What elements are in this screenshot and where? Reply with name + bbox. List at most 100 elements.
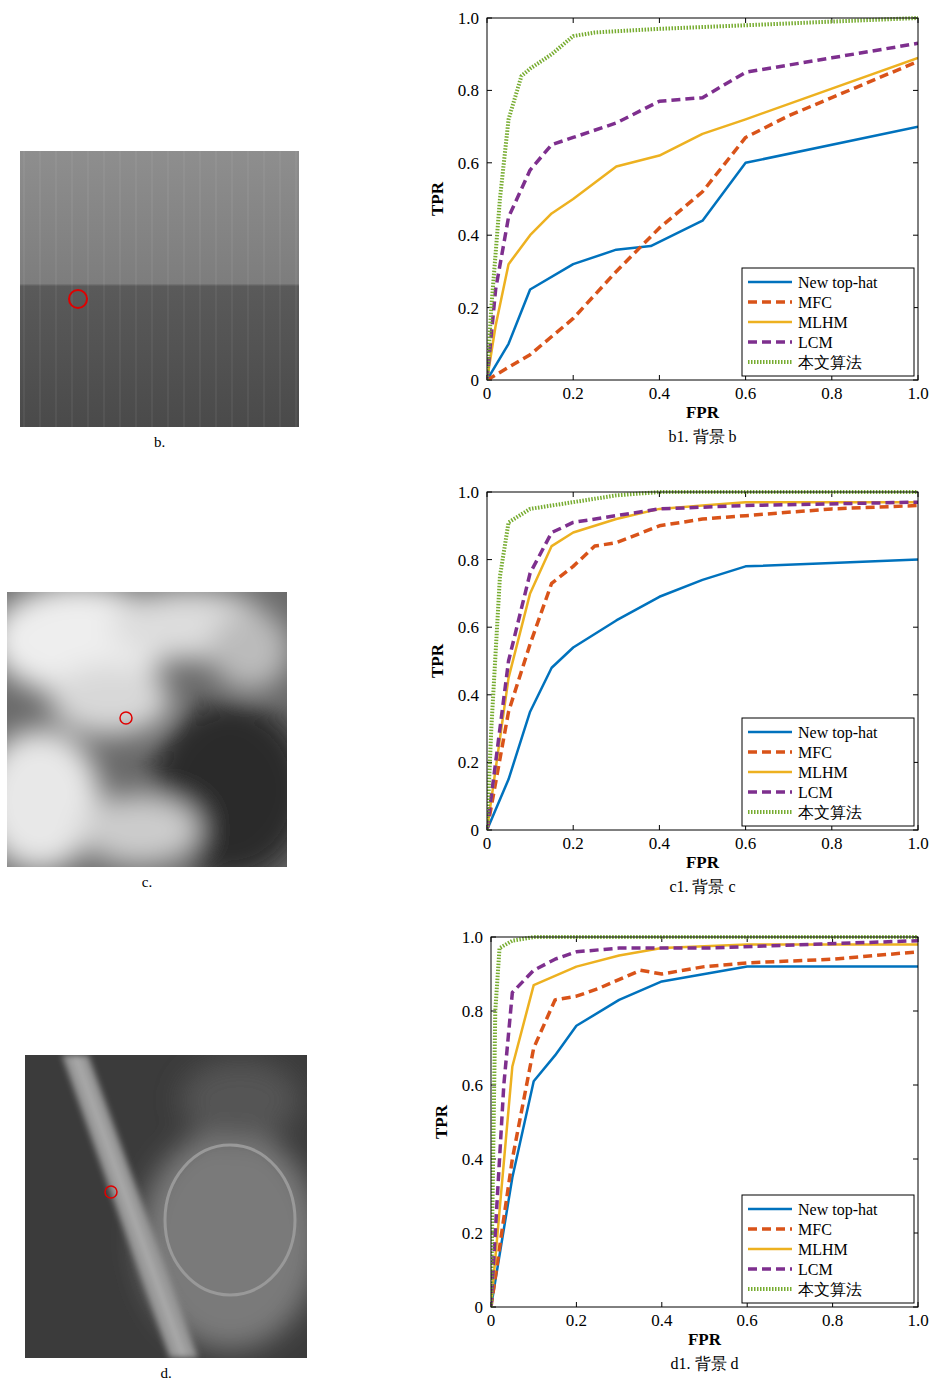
x-tick-label: 0.8 bbox=[821, 834, 842, 853]
stripe bbox=[167, 151, 169, 427]
image bbox=[25, 1055, 307, 1358]
image-caption: d. bbox=[160, 1365, 171, 1381]
stripe bbox=[231, 151, 233, 427]
y-tick bbox=[913, 1159, 918, 1160]
stripe bbox=[151, 151, 153, 427]
series-line bbox=[487, 58, 918, 380]
legend: New top-hatMFCMLHMLCM本文算法 bbox=[742, 718, 914, 826]
image bbox=[7, 592, 287, 867]
y-tick-label: 0.8 bbox=[458, 551, 479, 570]
y-tick bbox=[913, 90, 918, 91]
x-tick bbox=[573, 375, 574, 380]
cloud bbox=[210, 610, 287, 690]
series-line bbox=[491, 941, 918, 1307]
legend-label: LCM bbox=[798, 784, 833, 801]
field bbox=[180, 1060, 300, 1140]
x-tick bbox=[745, 18, 746, 23]
x-tick-label: 0.4 bbox=[649, 384, 671, 403]
stripe bbox=[23, 151, 25, 427]
y-tick bbox=[913, 235, 918, 236]
y-tick bbox=[491, 1011, 496, 1012]
series-line bbox=[487, 492, 918, 830]
x-tick-label: 0.6 bbox=[737, 1311, 758, 1330]
stripe bbox=[119, 151, 121, 427]
y-tick-label: 0.6 bbox=[458, 618, 479, 637]
y-tick bbox=[913, 162, 918, 163]
legend-label: 本文算法 bbox=[798, 804, 862, 821]
y-tick-label: 0.4 bbox=[458, 686, 480, 705]
y-tick-label: 0.8 bbox=[458, 81, 479, 100]
cloud bbox=[80, 795, 200, 865]
x-tick bbox=[659, 375, 660, 380]
stripe bbox=[263, 151, 265, 427]
y-tick bbox=[913, 1011, 918, 1012]
y-tick-label: 0 bbox=[471, 371, 480, 390]
series-line bbox=[487, 43, 918, 380]
legend-label: MLHM bbox=[798, 1241, 848, 1258]
legend-swatch bbox=[748, 1287, 792, 1291]
plot-area bbox=[487, 492, 918, 830]
stripe bbox=[87, 151, 89, 427]
series-line bbox=[487, 18, 918, 380]
legend-swatch bbox=[748, 750, 792, 754]
y-tick-label: 0.2 bbox=[462, 1224, 483, 1243]
legend-swatch bbox=[748, 340, 792, 344]
series-line bbox=[487, 502, 918, 830]
legend-label: MFC bbox=[798, 1221, 832, 1238]
y-tick-label: 0 bbox=[471, 821, 480, 840]
legend-swatch bbox=[748, 300, 792, 304]
image bbox=[20, 151, 299, 427]
x-tick bbox=[661, 1302, 662, 1307]
legend-label: LCM bbox=[798, 334, 833, 351]
series-line bbox=[487, 560, 918, 830]
x-tick-label: 0.6 bbox=[735, 834, 756, 853]
image-caption: c. bbox=[142, 874, 152, 890]
legend-swatch bbox=[748, 790, 792, 794]
series-group bbox=[487, 492, 918, 830]
x-tick-label: 1.0 bbox=[907, 834, 928, 853]
series-group bbox=[487, 18, 918, 380]
y-axis-title: TPR bbox=[432, 1104, 451, 1139]
x-axis-title: FPR bbox=[686, 853, 720, 872]
stripe bbox=[71, 151, 73, 427]
legend-box bbox=[742, 1195, 914, 1303]
series-group bbox=[491, 937, 918, 1307]
stripe bbox=[135, 151, 137, 427]
plot-area bbox=[491, 937, 918, 1307]
x-tick bbox=[573, 825, 574, 830]
legend-box bbox=[742, 718, 914, 826]
stripe bbox=[55, 151, 57, 427]
road bbox=[62, 1055, 198, 1358]
plot-frame bbox=[487, 492, 918, 830]
series-line bbox=[491, 967, 918, 1307]
y-tick bbox=[913, 694, 918, 695]
chart-caption: b1. 背景 b bbox=[669, 428, 737, 445]
x-tick-label: 0.2 bbox=[563, 384, 584, 403]
plot-frame bbox=[487, 18, 918, 380]
plot-area bbox=[487, 18, 918, 380]
y-tick-label: 0.2 bbox=[458, 753, 479, 772]
field-edge bbox=[165, 1145, 295, 1295]
y-tick-label: 0.6 bbox=[462, 1076, 483, 1095]
x-tick-label: 1.0 bbox=[907, 384, 928, 403]
y-tick bbox=[913, 627, 918, 628]
x-tick-label: 0 bbox=[487, 1311, 496, 1330]
background bbox=[20, 151, 299, 427]
clouds bbox=[7, 592, 287, 867]
series-line bbox=[491, 944, 918, 1307]
road-surface bbox=[62, 1055, 198, 1358]
chart: 00.20.40.60.81.000.20.40.60.81.0FPRTPRb1… bbox=[428, 9, 929, 445]
legend-swatch bbox=[748, 771, 792, 774]
y-tick-label: 0.8 bbox=[462, 1002, 483, 1021]
legend-swatch bbox=[748, 1267, 792, 1271]
legend-label: New top-hat bbox=[798, 724, 878, 742]
y-tick bbox=[487, 559, 492, 560]
x-tick-label: 0.4 bbox=[651, 1311, 673, 1330]
road-line bbox=[75, 1055, 184, 1358]
plot-frame bbox=[491, 937, 918, 1307]
x-tick-label: 0.8 bbox=[821, 384, 842, 403]
chart-caption: d1. 背景 d bbox=[671, 1355, 739, 1372]
y-tick-label: 0.2 bbox=[458, 299, 479, 318]
cloud bbox=[50, 665, 170, 735]
stripe bbox=[199, 151, 201, 427]
